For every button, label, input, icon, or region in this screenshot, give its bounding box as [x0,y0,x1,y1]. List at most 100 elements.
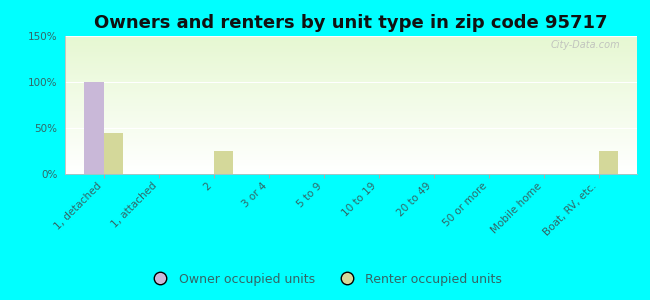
Bar [65,127,637,128]
Bar [65,151,637,152]
Bar [65,135,637,136]
Bar [65,67,637,68]
Bar [65,125,637,126]
Bar [65,132,637,133]
Bar [65,101,637,102]
Bar [65,168,637,169]
Bar [65,53,637,54]
Bar [65,39,637,40]
Bar [65,46,637,47]
Bar [65,171,637,172]
Bar [65,157,637,158]
Bar [65,167,637,168]
Bar [65,110,637,111]
Bar [65,37,637,38]
Bar [65,123,637,124]
Bar [65,109,637,110]
Bar [65,93,637,94]
Bar [65,70,637,71]
Bar [65,158,637,159]
Bar [65,51,637,52]
Bar [65,169,637,170]
Bar [65,54,637,55]
Bar [65,156,637,157]
Bar [65,147,637,148]
Bar [103,133,123,174]
Bar [65,114,637,115]
Bar [65,90,637,91]
Bar [65,118,637,119]
Bar [65,96,637,97]
Bar [65,137,637,138]
Bar [65,140,637,141]
Bar [65,150,637,151]
Bar [65,47,637,48]
Bar [65,166,637,167]
Bar [65,142,637,143]
Bar [65,58,637,59]
Bar [65,78,637,79]
Bar [65,146,637,147]
Bar [65,152,637,153]
Bar [599,151,617,174]
Bar [65,49,637,50]
Title: Owners and renters by unit type in zip code 95717: Owners and renters by unit type in zip c… [94,14,608,32]
Bar [65,76,637,77]
Bar [65,82,637,83]
Legend: Owner occupied units, Renter occupied units: Owner occupied units, Renter occupied un… [143,268,507,291]
Bar [65,95,637,96]
Bar [65,36,637,37]
Bar [65,89,637,90]
Bar [65,169,637,170]
Bar [65,172,637,173]
Bar [65,59,637,60]
Bar [65,122,637,123]
Bar [65,133,637,134]
Bar [65,79,637,80]
Bar [65,62,637,63]
Bar [65,162,637,163]
Bar [65,145,637,146]
Bar [65,112,637,113]
Bar [65,117,637,118]
Bar [65,144,637,145]
Bar [213,151,233,174]
Bar [65,113,637,114]
Bar [65,116,637,117]
Bar [65,63,637,64]
Bar [65,69,637,70]
Bar [65,103,637,104]
Bar [65,77,637,78]
Bar [65,138,637,139]
Bar [65,128,637,129]
Bar [65,143,637,144]
Bar [65,130,637,131]
Bar [65,99,637,100]
Bar [65,91,637,92]
Bar [65,100,637,101]
Bar [65,50,637,51]
Bar [65,68,637,69]
Bar [65,124,637,125]
Bar [65,75,637,76]
Bar [65,44,637,45]
Bar [65,61,637,62]
Bar [65,83,637,84]
Bar [65,45,637,46]
Bar [65,66,637,67]
Bar [65,86,637,87]
Bar [65,71,637,72]
Bar [65,153,637,154]
Bar [65,115,637,116]
Bar [65,148,637,149]
Bar [65,72,637,73]
Bar [65,60,637,61]
Bar [65,80,637,81]
Bar [65,126,637,127]
Bar [65,164,637,165]
Bar [65,134,637,135]
Bar [65,40,637,41]
Bar [65,111,637,112]
Bar [65,48,637,49]
Bar [65,119,637,120]
